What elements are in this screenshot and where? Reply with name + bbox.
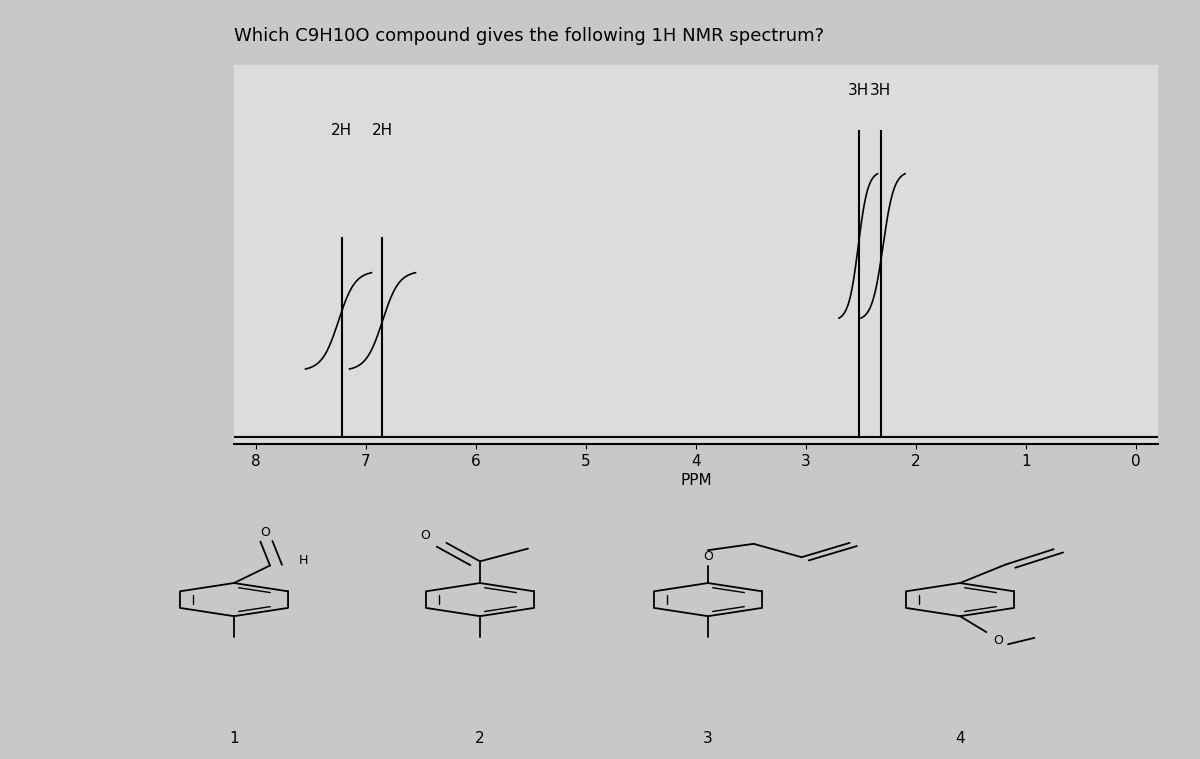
Text: O: O — [260, 525, 270, 539]
Text: 3: 3 — [703, 731, 713, 746]
Text: 3H: 3H — [870, 83, 892, 98]
X-axis label: PPM: PPM — [680, 473, 712, 488]
Text: O: O — [703, 550, 713, 563]
Text: 3H: 3H — [848, 83, 870, 98]
Text: Which C9H10O compound gives the following 1H NMR spectrum?: Which C9H10O compound gives the followin… — [234, 27, 824, 45]
Text: O: O — [994, 634, 1003, 647]
Text: 4: 4 — [955, 731, 965, 746]
Text: 2: 2 — [475, 731, 485, 746]
Text: 2H: 2H — [331, 123, 353, 137]
Text: 2H: 2H — [372, 123, 394, 137]
Text: 1: 1 — [229, 731, 239, 746]
Text: H: H — [299, 554, 308, 567]
Text: O: O — [420, 529, 430, 543]
